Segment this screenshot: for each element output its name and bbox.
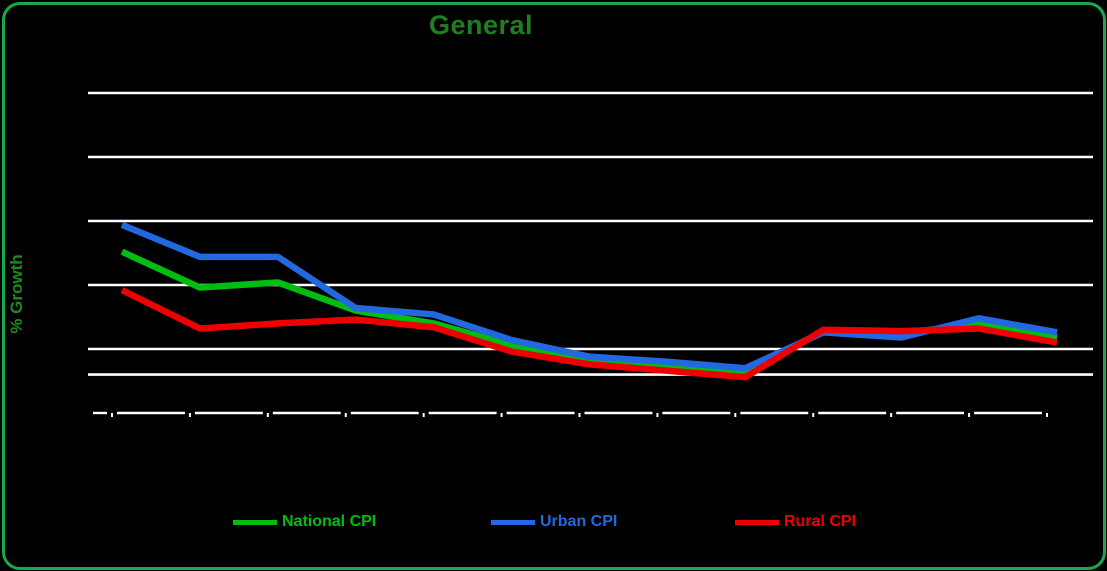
series-line-rural-cpi <box>120 287 1058 381</box>
chart-title: General <box>428 10 534 40</box>
series-line-urban-cpi <box>120 221 1058 372</box>
